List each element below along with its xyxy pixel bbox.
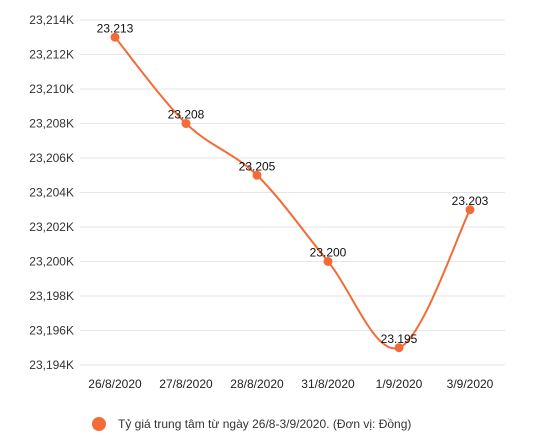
gridlines (80, 19, 505, 366)
data-point[interactable] (110, 32, 120, 42)
y-tick-label: 23,196K (29, 324, 74, 338)
y-tick-label: 23,206K (29, 151, 74, 165)
y-tick-label: 23,202K (29, 220, 74, 234)
y-tick-label: 23,198K (29, 289, 74, 303)
y-tick-label: 23,210K (29, 82, 74, 96)
data-point[interactable] (465, 205, 475, 215)
data-points (110, 32, 475, 353)
data-label: 23.200 (310, 246, 347, 260)
x-tick-label: 1/9/2020 (376, 377, 423, 391)
data-point[interactable] (394, 343, 404, 353)
y-tick-label: 23,208K (29, 117, 74, 131)
data-label: 23.208 (168, 108, 205, 122)
y-tick-label: 23,212K (29, 48, 74, 62)
y-tick-label: 23,194K (29, 358, 74, 372)
data-point[interactable] (323, 257, 333, 266)
data-point[interactable] (252, 170, 262, 180)
data-label: 23.203 (452, 194, 489, 208)
data-label: 23.205 (239, 159, 276, 173)
x-tick-label: 31/8/2020 (301, 377, 355, 391)
y-tick-label: 23,214K (29, 13, 74, 27)
x-axis-ticks: 26/8/2020 27/8/2020 28/8/2020 31/8/2020 1/9/… (88, 377, 493, 391)
legend-marker (92, 417, 106, 431)
x-tick-label: 26/8/2020 (88, 377, 142, 391)
data-labels: 23.213 23.208 23.205 23.200 23.195 23.203 (97, 21, 489, 346)
data-point[interactable] (181, 119, 191, 128)
legend[interactable]: Tỷ giá trung tâm từ ngày 26/8-3/9/2020. … (92, 417, 411, 431)
data-label: 23.195 (381, 332, 418, 346)
legend-label: Tỷ giá trung tâm từ ngày 26/8-3/9/2020. … (118, 417, 411, 431)
y-axis-ticks: 23,194K 23,196K 23,198K 23,200K 23,202K 23,20… (29, 13, 74, 372)
data-label: 23.213 (97, 21, 134, 35)
x-tick-label: 28/8/2020 (230, 377, 284, 391)
y-tick-label: 23,204K (29, 186, 74, 200)
x-tick-label: 3/9/2020 (447, 377, 494, 391)
series-line (114, 36, 471, 350)
y-tick-label: 23,200K (29, 255, 74, 269)
x-tick-label: 27/8/2020 (159, 377, 213, 391)
